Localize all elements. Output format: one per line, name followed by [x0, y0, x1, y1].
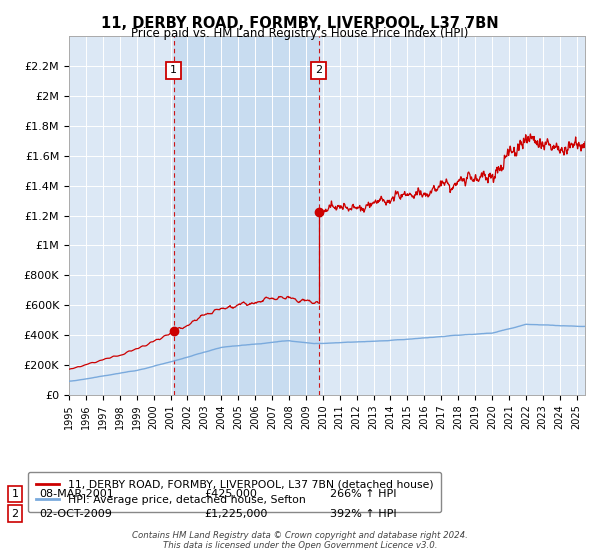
Text: 266% ↑ HPI: 266% ↑ HPI	[330, 489, 397, 499]
Bar	[174, 36, 319, 395]
Text: 02-OCT-2009: 02-OCT-2009	[39, 508, 112, 519]
Text: 11, DERBY ROAD, FORMBY, LIVERPOOL, L37 7BN: 11, DERBY ROAD, FORMBY, LIVERPOOL, L37 7…	[101, 16, 499, 31]
Text: 2: 2	[11, 508, 19, 519]
Legend: 11, DERBY ROAD, FORMBY, LIVERPOOL, L37 7BN (detached house), HPI: Average price,: 11, DERBY ROAD, FORMBY, LIVERPOOL, L37 7…	[28, 472, 441, 512]
Text: 2: 2	[315, 66, 322, 76]
Text: £1,225,000: £1,225,000	[204, 508, 268, 519]
Text: Contains HM Land Registry data © Crown copyright and database right 2024.
This d: Contains HM Land Registry data © Crown c…	[132, 531, 468, 550]
Text: 1: 1	[11, 489, 19, 499]
Text: 08-MAR-2001: 08-MAR-2001	[39, 489, 114, 499]
Text: £425,000: £425,000	[204, 489, 257, 499]
Text: 1: 1	[170, 66, 177, 76]
Text: Price paid vs. HM Land Registry’s House Price Index (HPI): Price paid vs. HM Land Registry’s House …	[131, 27, 469, 40]
Text: 392% ↑ HPI: 392% ↑ HPI	[330, 508, 397, 519]
